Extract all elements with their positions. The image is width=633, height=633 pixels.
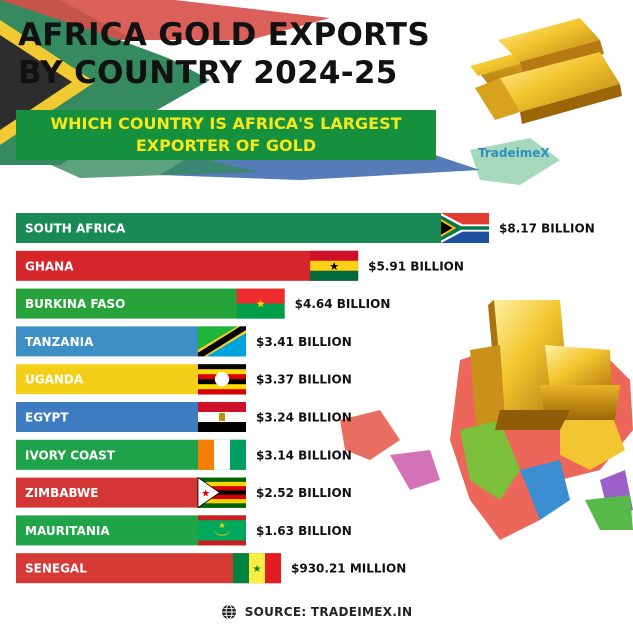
bar-category-label: GHANA bbox=[25, 259, 74, 273]
bar-value-label: $3.37 BILLION bbox=[256, 373, 352, 387]
bar-category-label: ZIMBABWE bbox=[25, 486, 98, 500]
bar-group-uganda: UGANDA $3.37 BILLION bbox=[16, 364, 352, 395]
bar-value-label: $4.64 BILLION bbox=[295, 297, 391, 311]
source-footer: SOURCE: TRADEIMEX.IN bbox=[0, 604, 633, 623]
bar-category-label: IVORY COAST bbox=[25, 448, 116, 462]
bars-layer: SOUTH AFRICA $8.17 BILLION ★ GHANA $5.91 BIL… bbox=[16, 213, 595, 584]
bar-category-label: SENEGAL bbox=[25, 562, 87, 576]
south-africa-flag bbox=[441, 213, 489, 243]
world-map-illustration bbox=[340, 138, 633, 540]
bar-group-ghana: ★ GHANA $5.91 BILLION bbox=[16, 250, 464, 281]
bar-value-label: $2.52 BILLION bbox=[256, 486, 352, 500]
bar bbox=[16, 213, 489, 243]
uganda-flag bbox=[198, 364, 246, 395]
subtitle-text: WHICH COUNTRY IS AFRICA'S LARGEST EXPORT… bbox=[50, 114, 402, 155]
bar-value-label: $3.14 BILLION bbox=[256, 448, 352, 462]
svg-text:★: ★ bbox=[218, 521, 225, 530]
bar-category-label: MAURITANIA bbox=[25, 524, 110, 538]
bar-value-label: $5.91 BILLION bbox=[368, 259, 464, 273]
page-title: AFRICA GOLD EXPORTS BY COUNTRY 2024-25 bbox=[18, 17, 430, 91]
brand-logo: TradeimeX bbox=[478, 146, 550, 160]
bar-group-zimbabwe: ★ ZIMBABWE $2.52 BILLION bbox=[16, 476, 352, 509]
source-text: SOURCE: TRADEIMEX.IN bbox=[244, 605, 413, 619]
svg-text:★: ★ bbox=[256, 298, 266, 311]
bar-category-label: UGANDA bbox=[25, 373, 84, 387]
zimbabwe-flag: ★ bbox=[197, 476, 246, 509]
burkina-faso-flag: ★ bbox=[236, 288, 285, 319]
bar-category-label: EGYPT bbox=[25, 411, 69, 425]
bar-group-mauritania: ★ MAURITANIA $1.63 BILLION bbox=[16, 515, 352, 546]
ivory-coast-flag bbox=[198, 439, 246, 470]
ghana-flag: ★ bbox=[310, 250, 359, 281]
senegal-flag: ★ bbox=[233, 553, 281, 584]
bar-value-label: $3.41 BILLION bbox=[256, 335, 352, 349]
bar-group-senegal: ★ SENEGAL $930.21 MILLION bbox=[16, 553, 406, 584]
svg-text:★: ★ bbox=[201, 489, 210, 500]
tanzania-flag bbox=[198, 326, 246, 357]
bar-group-ivory-coast: IVORY COAST $3.14 BILLION bbox=[16, 439, 352, 470]
subtitle-banner: WHICH COUNTRY IS AFRICA'S LARGEST EXPORT… bbox=[16, 110, 436, 160]
bar-value-label: $8.17 BILLION bbox=[499, 222, 595, 236]
bar-value-label: $930.21 MILLION bbox=[291, 562, 406, 576]
bar-value-label: $3.24 BILLION bbox=[256, 411, 352, 425]
bar-group-tanzania: TANZANIA $3.41 BILLION bbox=[16, 326, 352, 357]
svg-text:★: ★ bbox=[253, 564, 262, 575]
bar bbox=[16, 250, 359, 281]
gold-bar-stack-illustration bbox=[470, 300, 620, 430]
egypt-flag bbox=[198, 402, 246, 432]
bar-group-south-africa: SOUTH AFRICA $8.17 BILLION bbox=[16, 213, 595, 243]
bar-group-burkina-faso: ★ BURKINA FASO $4.64 BILLION bbox=[16, 288, 391, 319]
bar-value-label: $1.63 BILLION bbox=[256, 524, 352, 538]
bar-group-egypt: EGYPT $3.24 BILLION bbox=[16, 402, 352, 432]
globe-icon bbox=[221, 604, 236, 620]
svg-text:★: ★ bbox=[329, 260, 339, 273]
mauritania-flag: ★ bbox=[198, 515, 246, 546]
gold-bars-illustration bbox=[470, 18, 622, 124]
bar-category-label: SOUTH AFRICA bbox=[25, 222, 126, 236]
bar-category-label: TANZANIA bbox=[25, 335, 94, 349]
bar-category-label: BURKINA FASO bbox=[25, 297, 125, 311]
